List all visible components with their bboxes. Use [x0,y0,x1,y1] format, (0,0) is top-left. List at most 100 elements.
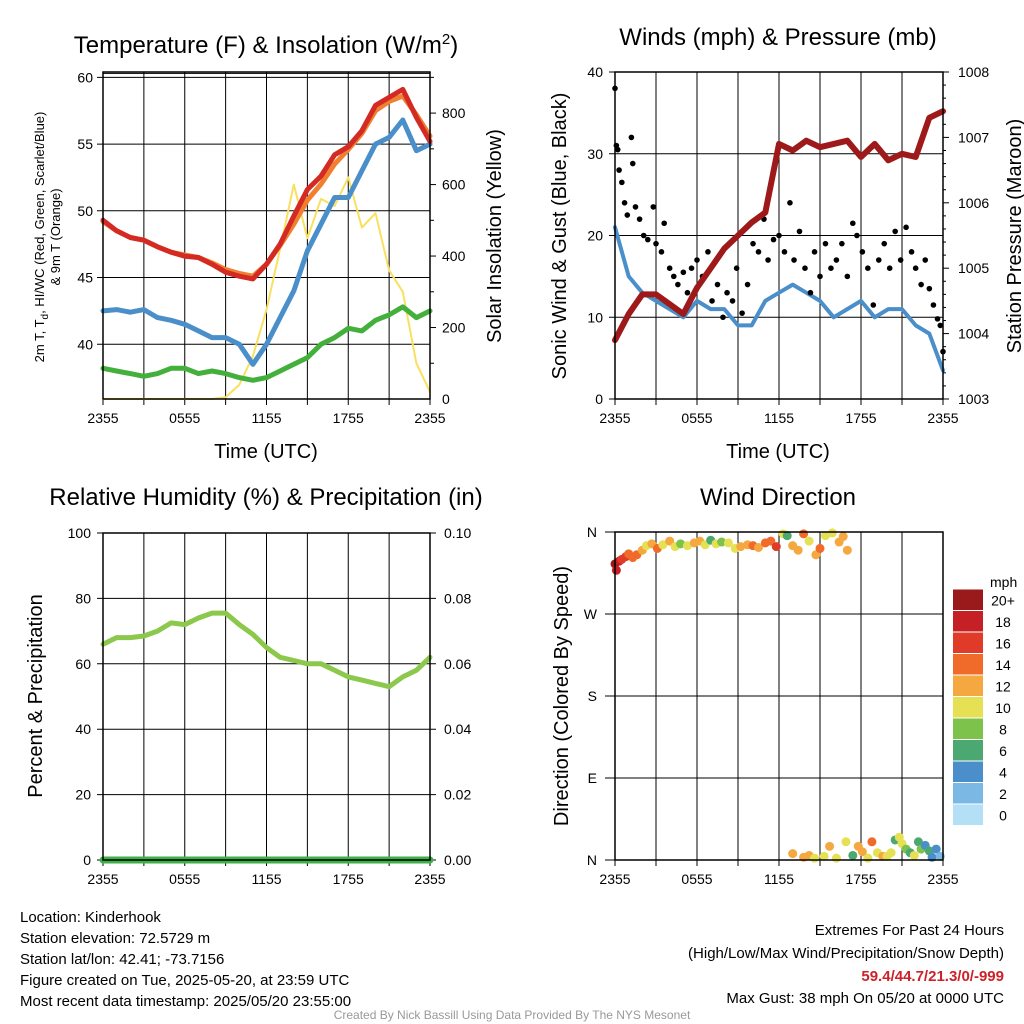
y-tick-label: 20 [75,787,91,803]
x-tick-label: 2355 [599,871,630,887]
gust-point [714,281,721,288]
y2-tick-label: 1007 [958,129,989,145]
gust-point [844,273,851,280]
elevation-text: Station elevation: 72.5729 m [20,930,210,947]
legend-label: 2 [999,786,1007,802]
legend-label: 6 [999,743,1007,759]
wind-direction-point [736,542,746,552]
gust-point [886,265,893,272]
gust-point [802,265,808,272]
gust-point [733,265,740,272]
gust-point [670,273,677,280]
gust-point [787,200,793,206]
y2-tick-label: 200 [442,320,466,336]
gust-point [770,236,777,243]
gust-point [776,232,782,239]
gust-point [854,232,860,239]
x-tick-label: 1155 [251,871,281,887]
temperature-x-axis-label: Time (UTC) [214,441,318,463]
gust-point [729,298,736,304]
y-tick-label: 80 [75,590,91,606]
gust-point [684,289,691,296]
created-text: Figure created on Tue, 2025-05-20, at 23… [20,972,350,989]
y-tick-label: 40 [587,64,603,80]
wind-direction-point [831,853,841,863]
wind-direction-point [611,565,621,575]
gust-point [926,285,933,292]
wind-direction-point [827,528,837,538]
gust-point [650,204,657,210]
winds-x-axis-label: Time (UTC) [726,441,830,463]
y-tick-label: S [588,688,597,704]
y-tick-label: W [584,606,598,622]
y-tick-label: 40 [77,336,93,352]
gust-point [930,302,937,308]
gust-point [828,265,834,272]
gust-point [897,257,904,263]
gust-point [619,179,625,186]
wind-direction-point [766,536,776,546]
temperature-y-axis-label-line2: & 9m T (Orange) [48,188,63,285]
gust-point [903,224,909,231]
gust-point [839,240,845,247]
gust-point [859,249,866,255]
x-tick-label: 1155 [764,410,794,426]
gust-point [817,273,823,280]
temperature-panel-title: Temperature (F) & Insolation (W/m2) [74,31,458,59]
wind-direction-point [793,545,803,555]
gust-point [632,204,639,210]
x-tick-label: 2355 [414,871,445,887]
location-text: Location: Kinderhook [20,909,161,926]
wind-direction-point [848,850,858,860]
wind-direction-point [820,531,830,541]
winds-panel: Winds (mph) & Pressure (mb) 2355 0555 1155… [549,24,1024,463]
wind-direction-point [799,529,809,539]
gust-point [720,314,726,321]
gust-point [875,257,882,263]
x-tick-label: 1755 [333,871,364,887]
legend-label: 0 [999,808,1007,824]
x-tick-label: 2355 [599,410,630,426]
plot-frame [614,71,944,400]
gust-point [918,281,924,288]
wind-direction-point [810,853,820,863]
series-dewpoint [100,304,433,383]
gust-point [640,232,647,239]
legend-swatch [953,718,983,739]
x-tick-label: 0555 [169,871,200,887]
y-tick-label: 0 [595,391,603,407]
extremes-legend: (High/Low/Max Wind/Precipitation/Snow De… [688,945,1004,962]
gust-point [908,249,915,255]
x-tick-label: 1755 [845,410,876,426]
y2-tick-label: 0.02 [444,787,471,803]
gust-point [796,228,803,235]
gust-point [937,322,944,329]
gust-point [658,249,665,255]
x-tick-label: 1755 [845,871,876,887]
x-tick-label: 1755 [333,410,364,426]
wind-direction-panel: Wind Direction 2355 0555 1155 1755 2355NESWN… [551,484,1017,887]
series-hi-wc [100,117,433,367]
legend-label: 20+ [991,593,1015,609]
y-tick-label: N [587,852,597,868]
y-tick-label: 55 [77,136,93,152]
y-tick-label: 40 [75,721,91,737]
gust-point [629,160,636,167]
gust-point [822,240,829,247]
wind-direction-point [931,844,941,854]
x-tick-label: 2355 [414,410,445,426]
wind-direction-point [723,538,733,548]
y-tick-label: 45 [77,270,93,286]
legend-swatch [953,761,983,782]
gust-point [705,249,711,255]
winds-panel-title: Winds (mph) & Pressure (mb) [619,24,936,51]
series-2m-temperature [100,86,433,282]
gust-point [739,310,745,316]
gust-point [636,216,643,222]
y2-tick-label: 800 [442,105,466,121]
legend-label: 14 [995,657,1011,673]
gust-point [781,249,788,255]
wind-direction-panel-title: Wind Direction [700,484,856,511]
y-tick-label: N [587,524,597,540]
wind-direction-point [815,543,825,553]
